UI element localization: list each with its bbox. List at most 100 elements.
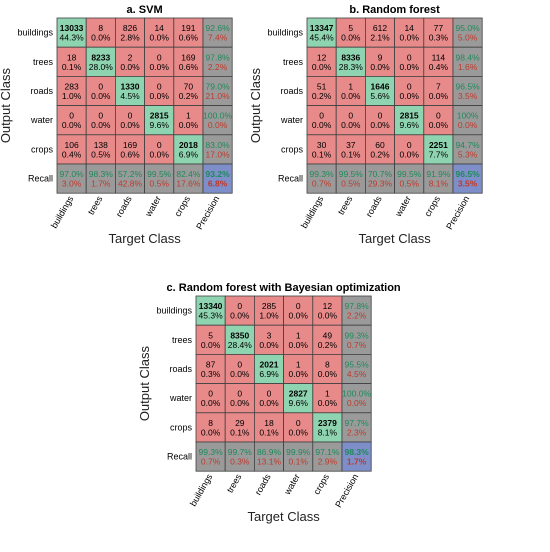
matrix-cell	[202, 17, 233, 48]
matrix-cell	[202, 76, 233, 107]
cell-count: 0	[157, 140, 162, 150]
matrix-cell	[394, 134, 425, 165]
cell-count: 1	[348, 82, 353, 92]
cell-percent: 0.1%	[312, 149, 332, 159]
precision-value: 83.0%	[206, 140, 231, 150]
recall-value: 98.3%	[89, 169, 114, 179]
matrix-cell	[312, 353, 343, 384]
cell-percent: 0.0%	[120, 120, 140, 130]
precision-error: 2.2%	[347, 311, 367, 321]
cell-percent: 0.1%	[341, 149, 361, 159]
cell-percent: 0.0%	[312, 120, 332, 130]
cell-count: 0	[319, 111, 324, 121]
matrix-cell	[253, 441, 284, 472]
precision-error: 4.5%	[347, 369, 367, 379]
cell-percent: 0.2%	[312, 91, 332, 101]
precision-value: 97.8%	[345, 301, 370, 311]
cell-percent: 0.0%	[318, 311, 338, 321]
matrix-cell	[195, 324, 226, 355]
row-label: buildings	[156, 306, 192, 316]
cell-count: 0	[157, 52, 162, 62]
cell-percent: 0.0%	[289, 427, 309, 437]
cell-percent: 4.5%	[120, 91, 140, 101]
chart-title: a. SVM	[127, 4, 163, 16]
matrix-cell	[335, 163, 366, 194]
cell-percent: 0.0%	[230, 398, 250, 408]
cell-count: 0	[378, 111, 383, 121]
matrix-cell	[283, 353, 314, 384]
cell-count: 18	[67, 52, 77, 62]
cell-count: 29	[235, 418, 245, 428]
cell-count: 3	[267, 330, 272, 340]
matrix-cell	[224, 441, 255, 472]
matrix-cell	[224, 412, 255, 443]
cell-percent: 0.0%	[370, 62, 390, 72]
overall-error: 1.7%	[347, 457, 367, 467]
matrix-cell	[452, 76, 483, 107]
column-label: roads	[253, 472, 273, 497]
matrix-cell	[423, 46, 454, 77]
cell-percent: 9.6%	[150, 120, 170, 130]
cell-count: 0	[267, 389, 272, 399]
cell-count: 2021	[260, 360, 279, 370]
cell-percent: 0.0%	[150, 91, 170, 101]
cell-count: 9	[378, 52, 383, 62]
recall-value: 99.5%	[397, 169, 422, 179]
cell-percent: 0.4%	[62, 149, 82, 159]
row-label: buildings	[267, 28, 303, 38]
recall-error: 0.5%	[341, 179, 361, 189]
recall-value: 91.9%	[426, 169, 451, 179]
cell-percent: 9.6%	[400, 120, 420, 130]
cell-percent: 28.3%	[339, 62, 364, 72]
cell-count: 0	[296, 301, 301, 311]
cell-percent: 0.0%	[289, 311, 309, 321]
row-label: roads	[30, 86, 53, 96]
cell-count: 0	[296, 418, 301, 428]
matrix-cell	[144, 105, 175, 136]
row-label: trees	[172, 335, 193, 345]
matrix-cell	[452, 46, 483, 77]
matrix-cell	[144, 163, 175, 194]
cell-count: 87	[206, 360, 216, 370]
cell-count: 8	[208, 418, 213, 428]
cell-count: 0	[69, 111, 74, 121]
matrix-cell	[144, 46, 175, 77]
cell-percent: 0.0%	[91, 120, 111, 130]
cell-count: 12	[317, 52, 327, 62]
matrix-cell	[341, 412, 372, 443]
precision-error: 7.4%	[208, 33, 228, 43]
matrix-cell	[195, 383, 226, 414]
cell-percent: 0.0%	[289, 340, 309, 350]
column-label: roads	[364, 194, 384, 219]
precision-value: 96.5%	[456, 82, 481, 92]
column-label: crops	[311, 472, 331, 496]
cell-count: 1	[325, 389, 330, 399]
column-label: Precision	[194, 194, 221, 231]
cell-count: 114	[432, 52, 446, 62]
recall-error: 42.8%	[118, 179, 143, 189]
cell-percent: 0.2%	[179, 91, 199, 101]
recall-value: 97.0%	[60, 169, 85, 179]
matrix-cell	[224, 295, 255, 326]
cell-count: 5	[348, 23, 353, 33]
cell-percent: 0.2%	[370, 149, 390, 159]
cell-count: 1	[296, 360, 301, 370]
cell-count: 8	[325, 360, 330, 370]
matrix-cell	[115, 134, 146, 165]
precision-value: 95.5%	[345, 360, 370, 370]
matrix-cell	[341, 324, 372, 355]
cell-count: 612	[373, 23, 387, 33]
cell-count: 13347	[310, 23, 334, 33]
cell-percent: 0.6%	[179, 62, 199, 72]
precision-value: 100.0%	[342, 389, 371, 399]
cell-count: 18	[264, 418, 274, 428]
precision-error: 5.3%	[458, 149, 478, 159]
recall-value: 99.5%	[339, 169, 364, 179]
precision-value: 97.7%	[345, 418, 370, 428]
overall-error: 6.8%	[208, 179, 228, 189]
precision-value: 79.0%	[206, 82, 231, 92]
recall-error: 1.7%	[91, 179, 111, 189]
column-label: trees	[336, 194, 355, 217]
cell-count: 2815	[400, 111, 419, 121]
precision-error: 0.7%	[347, 340, 367, 350]
